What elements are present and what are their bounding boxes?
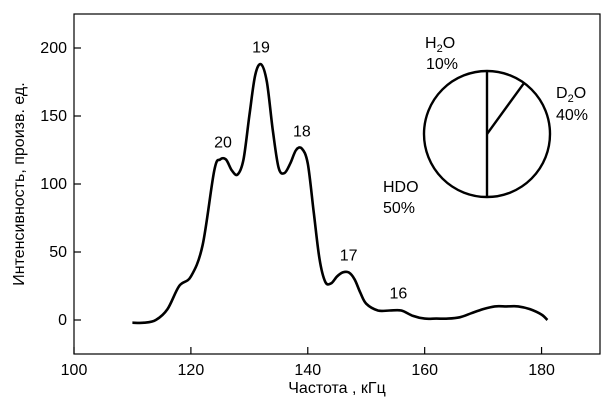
y-tick-label: 100 <box>40 176 67 193</box>
x-tick-label: 160 <box>411 362 438 379</box>
y-tick-label: 50 <box>49 244 67 261</box>
x-tick-label: 120 <box>178 362 205 379</box>
x-tick-label: 140 <box>294 362 321 379</box>
x-axis-title: Частота , кГц <box>288 380 385 397</box>
peak-labels: 20 19 18 17 16 <box>214 39 407 302</box>
pie-pct-d2o: 40% <box>556 107 588 124</box>
pie-pct-h2o: 10% <box>426 56 458 73</box>
x-tick-label: 100 <box>61 362 88 379</box>
pie-label-hdo: HDO <box>383 179 419 196</box>
pie-chart <box>422 69 552 199</box>
peak-label: 20 <box>214 135 232 152</box>
y-tick-label: 200 <box>40 40 67 57</box>
series-line-intensity <box>132 62 549 325</box>
x-axis: 100 120 140 160 180 <box>61 347 555 379</box>
y-tick-label: 0 <box>58 312 67 329</box>
y-axis: 0 50 100 150 200 <box>40 40 81 329</box>
pie-label-d2o: D2O <box>556 85 586 105</box>
y-axis-title: Интенсивность, произв. ед. <box>11 82 28 285</box>
peak-label: 18 <box>293 124 311 141</box>
peak-label: 16 <box>389 285 407 302</box>
pie-pct-hdo: 50% <box>383 200 415 217</box>
pie-slice-boundary <box>486 82 526 135</box>
y-tick-label: 150 <box>40 108 67 125</box>
peak-label: 17 <box>340 247 358 264</box>
x-tick-label: 180 <box>528 362 555 379</box>
pie-label-h2o: H2O <box>425 35 455 55</box>
peak-label: 19 <box>252 39 270 56</box>
